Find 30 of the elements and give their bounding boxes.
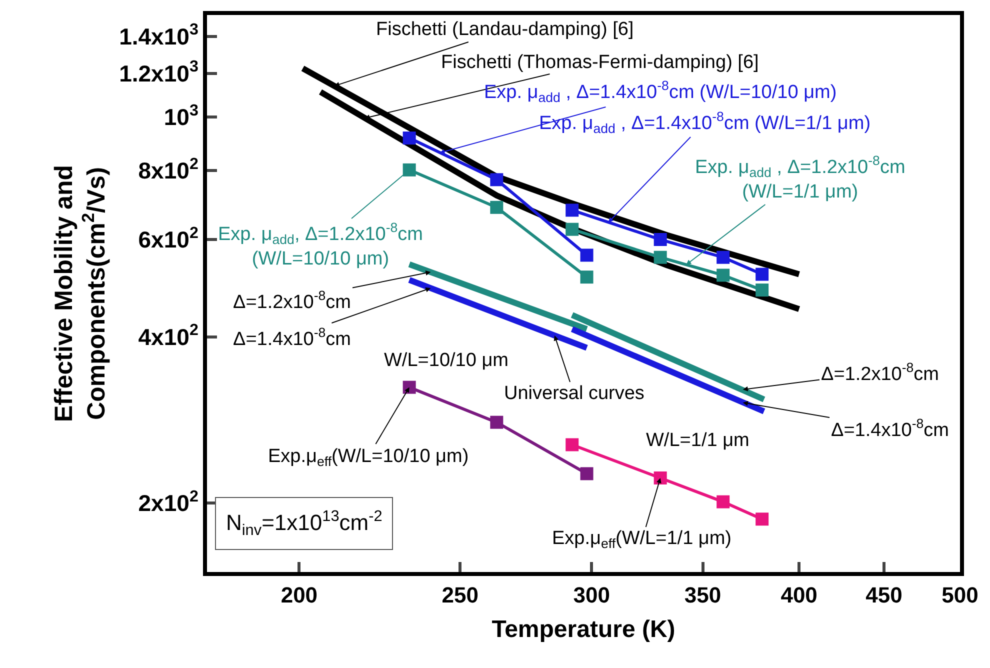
x-tick-label: 200	[280, 582, 318, 608]
x-tick-label: 250	[442, 582, 478, 608]
y-tick-label: 6x10$^{2}$	[138, 224, 198, 253]
x-tick-label: 450	[866, 582, 902, 608]
annotation: Exp.μ$_{eff}$(W/L=1/1 μm)	[552, 528, 732, 551]
x-tick-label: 300	[573, 582, 610, 608]
annotation: Exp. μ$_{add}$ , Δ=1.2x10$^{-8}$cm (W/L=1/1 μm)	[695, 153, 906, 203]
x-tick-label: 350	[684, 582, 722, 608]
annotation: Δ=1.4x10$^{-8}$cm	[233, 325, 351, 350]
x-tick-label: 400	[780, 582, 818, 608]
annotation: Fischetti (Thomas-Fermi-damping) [6]	[441, 52, 759, 73]
annotation: W/L=1/1 μm	[646, 430, 750, 451]
annotation: Universal curves	[504, 383, 644, 404]
annotation: W/L=10/10 μm	[384, 350, 508, 371]
y-tick-label: 4x10$^{2}$	[138, 321, 198, 350]
annotation: Δ=1.2x10$^{-8}$cm	[821, 360, 939, 385]
annotation: Δ=1.2x10$^{-8}$cm	[233, 288, 351, 313]
annotation: Fischetti (Landau-damping) [6]	[376, 19, 634, 40]
y-tick-label: 10$^{3}$	[164, 101, 198, 130]
annotation: N$_{inv}$=1x10$^{13}$cm$^{-2}$	[226, 508, 382, 539]
y-tick-label: 1.2x10$^{3}$	[119, 58, 198, 86]
annotation: Exp. μ$_{add}$ , Δ=1.4x10$^{-8}$cm (W/L=10/10 μm)	[484, 78, 837, 105]
annotation: Δ=1.4x10$^{-8}$cm	[831, 416, 949, 441]
x-axis-title: Temperature (K)	[492, 616, 676, 644]
x-tick-label: 500	[942, 582, 978, 608]
annotation: Exp. μ$_{add}$, Δ=1.2x10$^{-8}$cm (W/L=10/10 μm)	[218, 220, 423, 270]
y-tick-label: 1.4x10$^{3}$	[119, 20, 198, 50]
y-tick-label: 8x10$^{2}$	[138, 154, 198, 184]
annotation: Exp.μ$_{eff}$(W/L=10/10 μm)	[268, 446, 469, 469]
y-tick-label: 2x10$^{2}$	[138, 487, 198, 516]
